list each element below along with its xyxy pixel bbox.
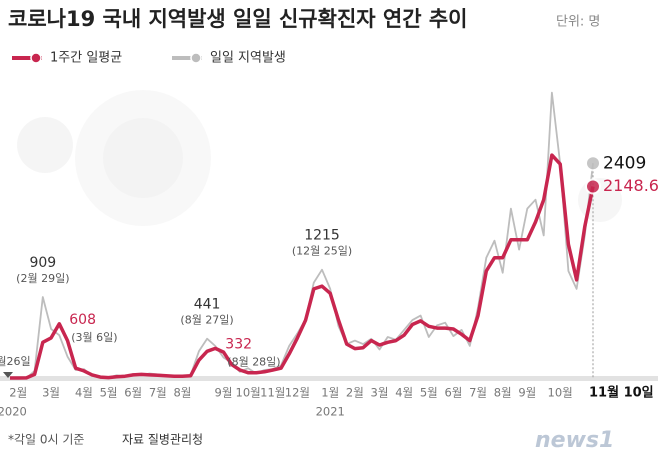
chart-title: 코로나19 국내 지역발생 일일 신규확진자 연간 추이 xyxy=(8,7,468,31)
x-tick-label: 1월 xyxy=(321,386,339,400)
x-tick-label: 3월 xyxy=(42,386,60,400)
value-label: 332 xyxy=(225,336,252,352)
value-label: 608 xyxy=(69,312,96,328)
legend-swatch-dot xyxy=(30,52,42,64)
point-note: (8월 27일) xyxy=(180,313,233,327)
x-tick-label: 4월 xyxy=(395,386,413,400)
x-tick-label: 11월 10일 xyxy=(589,385,654,401)
legend-label: 1주간 일평균 xyxy=(50,51,122,66)
legend-label: 일일 지역발생 xyxy=(210,51,286,66)
legend-swatch-dot xyxy=(190,52,202,64)
footnote: *각일 0시 기준 xyxy=(8,433,84,447)
x-tick-label: 8월 xyxy=(494,386,512,400)
x-tick-label: 11월 xyxy=(260,386,285,400)
x-tick-label: 7월 xyxy=(149,386,167,400)
series-line xyxy=(10,153,595,380)
x-tick-label: 7월 xyxy=(469,386,487,400)
value-label: 2148.6 xyxy=(603,176,658,195)
x-tick-label: 10월 xyxy=(236,386,261,400)
unit-label: 단위: 명 xyxy=(556,15,600,30)
x-tick-label: 2월 xyxy=(9,386,27,400)
virus-decoration xyxy=(17,90,622,226)
x-axis xyxy=(0,376,658,381)
value-label: 1215 xyxy=(304,228,340,244)
point-note: 1월26일 xyxy=(0,354,31,368)
point-note: (8월 28일) xyxy=(227,354,280,368)
point-note: (2월 29일) xyxy=(16,271,69,285)
x-tick-label: 9월 xyxy=(518,386,536,400)
end-point xyxy=(585,155,601,172)
source: 자료 질병관리청 xyxy=(122,433,203,447)
x-tick-label: 3월 xyxy=(371,386,389,400)
year-label: 2021 xyxy=(316,405,345,419)
x-tick-label: 6월 xyxy=(124,386,142,400)
point-note: (3월 6일) xyxy=(71,330,117,344)
x-tick-label: 2월 xyxy=(346,386,364,400)
end-point xyxy=(585,178,601,195)
x-tick-label: 4월 xyxy=(75,386,93,400)
start-marker xyxy=(3,372,13,378)
legend: 1주간 일평균 일일 지역발생 xyxy=(12,51,286,66)
value-label: 441 xyxy=(194,297,221,313)
value-label: 2409 xyxy=(603,153,646,173)
logo: news1 xyxy=(535,428,614,453)
year-label: 2020 xyxy=(0,405,27,419)
x-tick-label: 10월 xyxy=(548,386,573,400)
x-tick-label: 12월 xyxy=(285,386,310,400)
x-tick-label: 8월 xyxy=(173,386,191,400)
x-tick-label: 6월 xyxy=(444,386,462,400)
x-tick-label: 5월 xyxy=(100,386,118,400)
x-tick-label: 9월 xyxy=(215,386,233,400)
value-label: 909 xyxy=(29,255,56,271)
x-tick-label: 5월 xyxy=(420,386,438,400)
point-note: (12월 25일) xyxy=(292,244,352,258)
